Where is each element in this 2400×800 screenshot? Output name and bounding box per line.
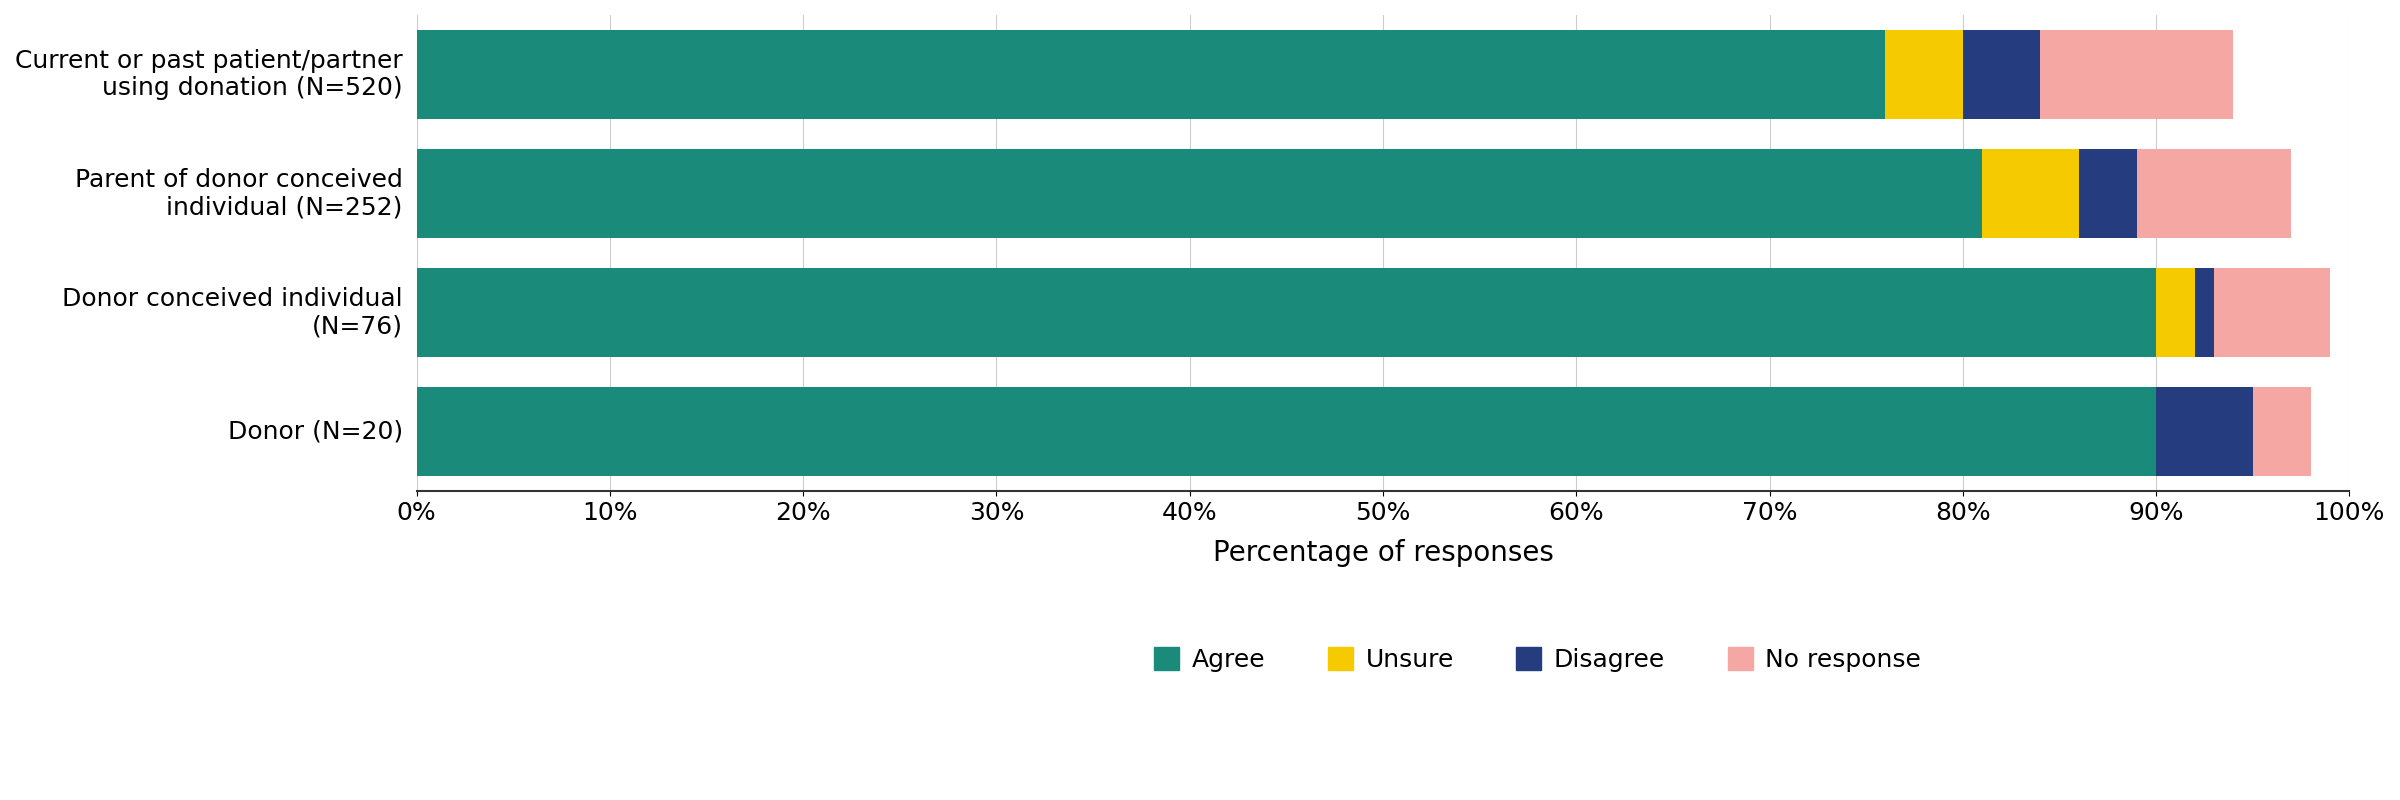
Bar (2040, 30, 2234, 119)
Bar (418, 387, 2155, 476)
Bar (2215, 268, 2330, 358)
Bar (2155, 268, 2194, 358)
Bar (2194, 268, 2215, 358)
Legend: Agree, Unsure, Disagree, No response: Agree, Unsure, Disagree, No response (1145, 637, 1932, 682)
Bar (1982, 149, 2078, 238)
Bar (2136, 149, 2292, 238)
Bar (418, 149, 1982, 238)
Bar (418, 30, 1886, 119)
Bar (2155, 387, 2254, 476)
Bar (2078, 149, 2136, 238)
Bar (1963, 30, 2040, 119)
Bar (418, 268, 2155, 358)
Bar (2254, 387, 2311, 476)
X-axis label: Percentage of responses: Percentage of responses (1212, 539, 1553, 567)
Bar (1886, 30, 1963, 119)
